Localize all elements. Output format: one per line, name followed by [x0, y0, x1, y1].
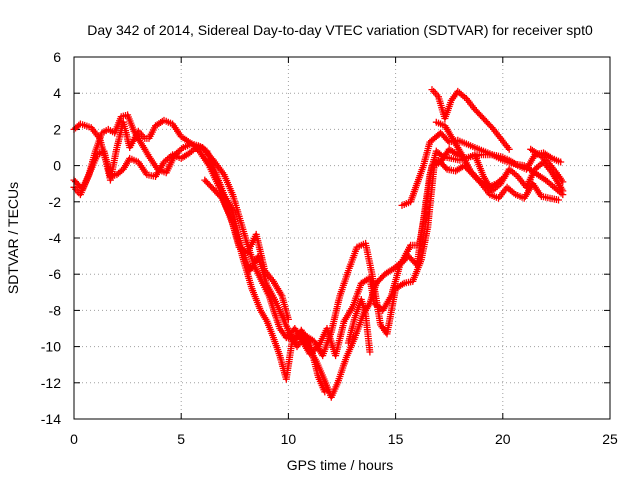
y-axis-label: SDTVAR / TECUs [5, 182, 21, 294]
x-tick-label: 25 [602, 431, 618, 447]
y-tick-label: -2 [49, 194, 62, 210]
y-tick-label: -4 [49, 230, 62, 246]
x-tick-label: 10 [281, 431, 297, 447]
y-tick-label: -14 [41, 411, 61, 427]
y-tick-label: -10 [41, 339, 61, 355]
chart-background [0, 0, 640, 480]
x-tick-label: 20 [495, 431, 511, 447]
y-tick-label: -12 [41, 375, 61, 391]
y-tick-label: 0 [53, 158, 61, 174]
x-tick-label: 0 [70, 431, 78, 447]
y-tick-label: 6 [53, 49, 61, 65]
y-tick-label: 4 [53, 85, 61, 101]
chart-title: Day 342 of 2014, Sidereal Day-to-day VTE… [87, 22, 593, 38]
x-tick-label: 5 [177, 431, 185, 447]
y-tick-label: -6 [49, 266, 62, 282]
y-tick-label: 2 [53, 121, 61, 137]
x-axis-label: GPS time / hours [287, 457, 394, 473]
y-tick-label: -8 [49, 302, 62, 318]
chart: Day 342 of 2014, Sidereal Day-to-day VTE… [0, 0, 640, 480]
x-tick-label: 15 [388, 431, 404, 447]
